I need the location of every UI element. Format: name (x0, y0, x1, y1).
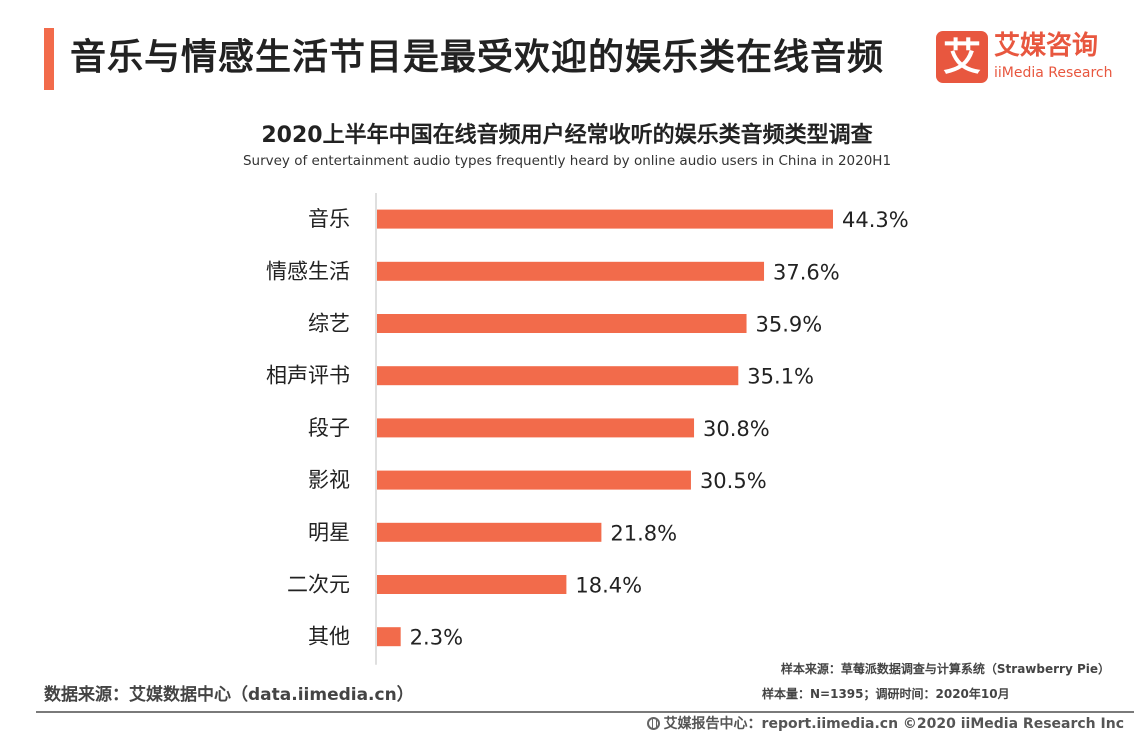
bar (377, 418, 695, 438)
bar (377, 522, 602, 542)
bar (377, 314, 747, 333)
category-label: 其他 (308, 625, 350, 649)
logo-name-en: iiMedia Research (994, 65, 1113, 81)
sample-size-note: 样本量：N=1395；调研时间：2020年10月 (762, 687, 1010, 701)
chart-title: 2020上半年中国在线音频用户经常收听的娱乐类音频类型调查 (261, 123, 873, 148)
value-label: 44.3% (842, 208, 909, 232)
chart-subtitle: Survey of entertainment audio types freq… (242, 153, 892, 169)
bar (377, 209, 833, 229)
value-label: 35.1% (747, 365, 814, 389)
page-title: 音乐与情感生活节目是最受欢迎的娱乐类在线音频 (70, 37, 885, 78)
footer: 艾媒报告中心：report.iimedia.cn ©2020 iiMedia R… (646, 714, 1124, 734)
category-label: 综艺 (308, 312, 350, 336)
value-label: 18.4% (575, 574, 642, 598)
logo-name-cn: 艾媒咨询 (994, 31, 1099, 61)
data-source-note: 数据来源：艾媒数据中心（data.iimedia.cn） (44, 685, 414, 705)
category-label: 音乐 (308, 207, 350, 231)
value-label: 30.8% (703, 417, 770, 441)
value-label: 2.3% (410, 626, 463, 650)
bar (377, 261, 765, 281)
bar (377, 366, 739, 386)
value-label: 30.5% (700, 469, 767, 493)
value-label: 37.6% (773, 260, 840, 284)
category-label: 明星 (308, 520, 350, 544)
category-label: 二次元 (287, 573, 350, 597)
category-label: 情感生活 (266, 259, 350, 283)
bar (377, 627, 401, 647)
footer-text: 艾媒报告中心：report.iimedia.cn ©2020 iiMedia R… (663, 716, 1124, 732)
value-label: 21.8% (610, 521, 677, 545)
iimedia-logo: 艾 艾媒咨询 iiMedia Research (936, 31, 1116, 89)
logo-mark: 艾 (936, 31, 988, 83)
bar (377, 575, 567, 594)
category-label: 相声评书 (266, 364, 350, 388)
sample-source-note: 样本来源：草莓派数据调查与计算系统（Strawberry Pie） (780, 662, 1110, 676)
category-label: 段子 (308, 416, 350, 440)
bar (377, 470, 691, 490)
category-label: 影视 (308, 468, 350, 492)
title-accent-bar (44, 28, 54, 90)
footer-divider (36, 711, 1134, 713)
globe-icon (646, 717, 660, 730)
value-label: 35.9% (756, 313, 823, 337)
